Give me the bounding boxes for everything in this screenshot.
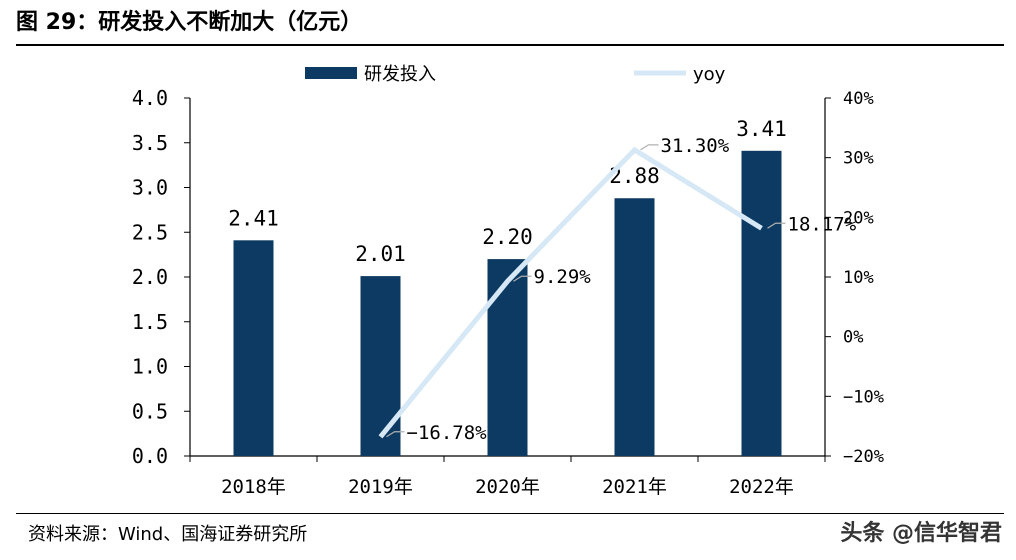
y-right-tick-label: 40% xyxy=(843,89,874,109)
watermark: 头条 @信华智君 xyxy=(840,521,1002,546)
y-left-tick-label: 4.0 xyxy=(132,86,168,110)
bar xyxy=(487,259,528,456)
y-right-tick-label: −10% xyxy=(843,387,884,407)
x-tick-label: 2022年 xyxy=(729,476,794,498)
yoy-value-label: 18.17% xyxy=(788,213,857,235)
bar xyxy=(360,276,401,456)
x-tick-label: 2020年 xyxy=(475,476,540,498)
x-tick-label: 2021年 xyxy=(602,476,667,498)
yoy-label-connector xyxy=(640,144,659,151)
x-tick-label: 2019年 xyxy=(348,476,413,498)
figure-title: 图 29：研发投入不断加大（亿元） xyxy=(16,10,363,35)
y-left-tick-label: 3.5 xyxy=(132,131,168,155)
y-left-tick-label: 3.0 xyxy=(132,176,168,200)
yoy-label-connector xyxy=(767,222,786,229)
y-left-tick-label: 2.0 xyxy=(132,265,168,289)
y-left-tick-label: 1.5 xyxy=(132,310,168,334)
yoy-label-connector xyxy=(386,431,405,438)
legend-bar-swatch xyxy=(305,67,357,79)
yoy-value-label: 9.29% xyxy=(534,266,592,288)
y-left-tick-label: 0.0 xyxy=(132,444,168,468)
source-note: 资料来源：Wind、国海证券研究所 xyxy=(28,524,308,545)
y-left-tick-label: 1.0 xyxy=(132,355,168,379)
bar-value-label: 2.20 xyxy=(482,225,533,249)
y-left-tick-label: 0.5 xyxy=(132,399,168,423)
y-right-tick-label: 0% xyxy=(843,328,863,348)
legend-line-label: yoy xyxy=(693,64,726,85)
x-tick-label: 2018年 xyxy=(221,476,286,498)
y-right-tick-label: 20% xyxy=(843,208,874,228)
title-rule xyxy=(16,44,1004,46)
bar-value-label: 2.41 xyxy=(228,206,279,230)
y-left-tick-label: 2.5 xyxy=(132,220,168,244)
bar xyxy=(233,240,274,456)
bar xyxy=(614,198,655,457)
y-right-tick-label: 10% xyxy=(843,268,874,288)
y-right-tick-label: −20% xyxy=(843,447,884,467)
bar-value-label: 3.41 xyxy=(736,117,787,141)
legend-bar-label: 研发投入 xyxy=(364,64,436,85)
source-rule xyxy=(16,513,1004,514)
bar xyxy=(741,150,782,456)
yoy-value-label: −16.78% xyxy=(407,422,488,444)
yoy-label-connector xyxy=(513,275,532,282)
bar-value-label: 2.01 xyxy=(355,242,406,266)
y-right-tick-label: 30% xyxy=(843,149,874,169)
yoy-value-label: 31.30% xyxy=(661,135,730,157)
yoy-line xyxy=(378,146,763,439)
